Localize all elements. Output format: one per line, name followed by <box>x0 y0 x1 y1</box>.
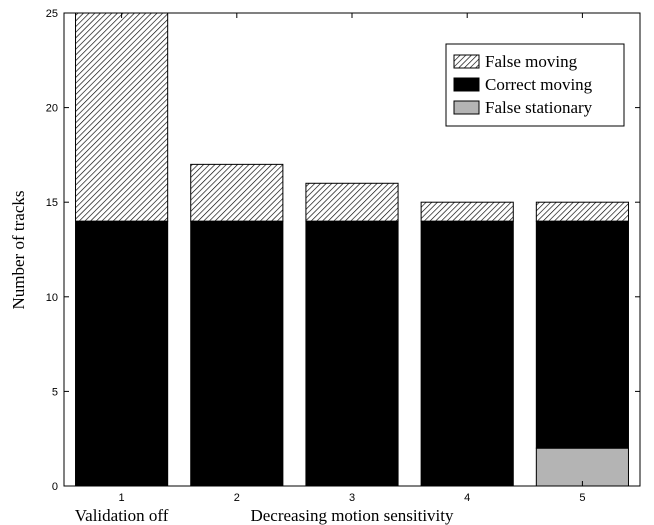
bar-false-moving-4 <box>420 201 514 222</box>
y-axis-label: Number of tracks <box>9 191 28 310</box>
bar-correct-moving-2 <box>190 220 284 487</box>
y-tick-label: 15 <box>46 197 58 209</box>
y-tick-label: 10 <box>46 292 58 304</box>
legend-label-correct-moving: Correct moving <box>485 75 593 94</box>
y-tick-label: 25 <box>46 8 58 20</box>
x-tick-label: 3 <box>349 492 355 504</box>
y-tick-label: 5 <box>52 386 58 398</box>
bar-false-moving-1 <box>75 12 169 222</box>
category-caption: Decreasing motion sensitivity <box>250 506 454 525</box>
bar-correct-moving-1 <box>75 220 169 487</box>
x-tick-label: 1 <box>119 492 125 504</box>
bar-correct-moving-5 <box>535 220 629 449</box>
category-caption-layer: Validation off Decreasing motion sensitiv… <box>75 506 454 525</box>
x-tick-label: 2 <box>234 492 240 504</box>
bar-layer <box>75 12 629 487</box>
x-tick-label: 4 <box>464 492 470 504</box>
x-tick-label: 5 <box>579 492 585 504</box>
bar-correct-moving-3 <box>305 220 399 487</box>
legend-label-false-stationary: False stationary <box>485 98 593 117</box>
tick-layer: 0 5 10 15 20 25 1 2 3 4 5 <box>46 8 640 504</box>
legend-swatch-false-moving <box>453 54 480 69</box>
legend-swatch-correct-moving <box>453 77 480 92</box>
bar-false-moving-5 <box>535 201 629 222</box>
bar-correct-moving-4 <box>420 220 514 487</box>
y-tick-label: 20 <box>46 103 58 115</box>
legend: False moving Correct moving False stationa… <box>445 43 625 127</box>
y-tick-label: 0 <box>52 481 58 493</box>
category-caption: Validation off <box>75 506 169 525</box>
legend-label-false-moving: False moving <box>485 52 578 71</box>
legend-swatch-false-stationary <box>453 100 480 115</box>
bar-false-stationary-5 <box>535 447 629 487</box>
bar-false-moving-3 <box>305 182 399 222</box>
bar-false-moving-2 <box>190 163 284 222</box>
